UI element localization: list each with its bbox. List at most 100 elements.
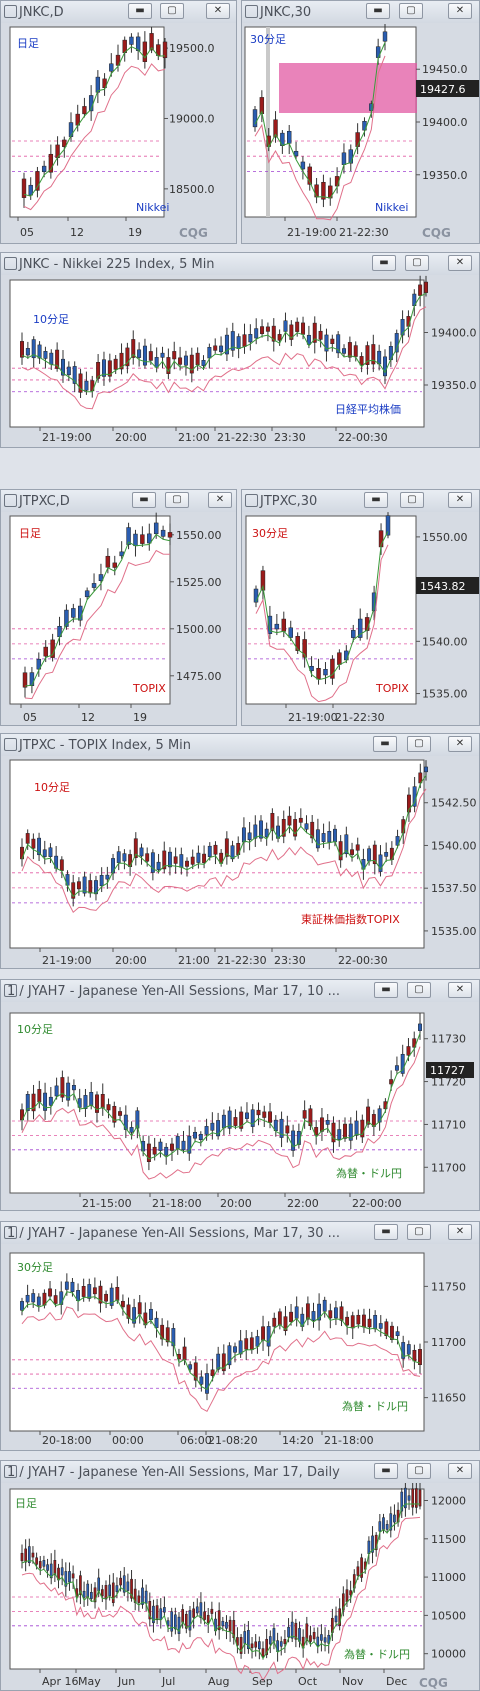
candle [341,152,347,165]
panel-title: 1 / JYAH7 - Japanese Yen-All Sessions, M… [7,984,341,999]
minimize-button[interactable]: ▬ [366,3,390,19]
close-button[interactable]: ✕ [448,255,472,271]
last-price: 1543.82 [420,580,466,593]
candle [68,122,74,137]
candle [149,33,154,51]
candle [155,1605,159,1621]
candle [22,672,28,688]
candle [172,351,177,360]
close-button[interactable]: ✕ [448,1224,472,1240]
candle [238,1340,243,1355]
y-tick-label: 19000.0 [169,112,215,125]
maximize-button[interactable]: ▢ [407,1463,431,1479]
maximize-button[interactable]: ▢ [407,982,431,998]
candle [324,334,329,352]
candle [365,345,370,365]
candle [118,1111,123,1116]
candle [384,1321,389,1336]
close-button[interactable]: ✕ [206,3,230,19]
maximize-button[interactable]: ▢ [165,492,189,508]
window-icon [4,494,17,507]
x-tick-label: 22-00:30 [338,431,388,444]
candle [213,345,218,351]
candle [289,1311,293,1323]
candle [31,1293,36,1303]
y-tick-label: 1475.00 [176,670,222,683]
close-button[interactable]: ✕ [448,3,472,19]
title-bar[interactable]: 1 / JYAH7 - Japanese Yen-All Sessions, M… [1,1461,479,1483]
candle [418,1349,422,1365]
candle [48,847,53,857]
candle [359,356,364,366]
source-label: 日経平均株価 [335,402,401,416]
title-bar[interactable]: JNKC,30 ▬ ▢ ✕ [242,1,479,23]
candle [210,1608,214,1614]
candle [281,618,287,632]
x-tick-label: 21-08:20 [208,1434,258,1447]
x-tick-label: 21-19:00 [287,226,337,239]
title-bar[interactable]: 1 / JYAH7 - Japanese Yen-All Sessions, M… [1,980,479,1002]
close-button[interactable]: ✕ [448,1463,472,1479]
minimize-button[interactable]: ▬ [364,492,388,508]
candle [25,1294,30,1303]
y-tick-label: 11700 [431,1336,466,1349]
maximize-button[interactable]: ▢ [405,255,429,271]
candle [206,1614,210,1623]
maximize-button[interactable]: ▢ [400,492,424,508]
chart: 19450.0 19400.0 19350.0 21-19:00 21-22:30 3… [244,24,479,240]
candle [171,1328,176,1347]
minimize-button[interactable]: ▬ [128,3,152,19]
candle [149,1308,153,1320]
candle [333,828,337,843]
title-bar[interactable]: JNKC - Nikkei 225 Index, 5 Min ▬ ▢ ✕ [1,253,479,275]
candle [239,1637,243,1654]
close-button[interactable]: ✕ [448,492,472,508]
candle [227,1345,232,1366]
minimize-icon: ▬ [379,257,389,268]
title-bar[interactable]: JTPXC,D ▬ ▢ ✕ [1,490,236,512]
chart: 19400.0 19350.0 21-19:00 20:00 21:00 21-22:3… [9,275,477,444]
minimize-button[interactable]: ▬ [372,255,396,271]
minimize-button[interactable]: ▬ [374,982,398,998]
maximize-button[interactable]: ▢ [407,1224,431,1240]
close-button[interactable]: ✕ [448,736,472,752]
candle [288,627,293,638]
candle [311,1311,316,1321]
x-tick-label: 22-00:30 [338,954,388,967]
maximize-button[interactable]: ▢ [399,3,423,19]
close-button[interactable]: ✕ [448,982,472,998]
minimize-button[interactable]: ▬ [132,492,156,508]
candle [90,1591,93,1599]
candle [357,618,363,638]
title-bar[interactable]: JTPXC - TOPIX Index, 5 Min ▬ ▢ ✕ [1,734,479,756]
minimize-button[interactable]: ▬ [373,736,397,752]
candle [350,1315,355,1329]
candle [323,669,328,676]
candle [59,859,64,871]
minimize-button[interactable]: ▬ [374,1463,398,1479]
chart: 19500.0 19000.0 18500.0 05 12 19 日足 Nikkei C… [9,26,215,240]
title-bar[interactable]: 1 / JYAH7 - Japanese Yen-All Sessions, M… [1,1222,479,1244]
minimize-icon: ▬ [139,494,149,505]
x-tick-label: Jul [161,1675,175,1688]
title-bar[interactable]: JTPXC,30 ▬ ▢ ✕ [242,490,479,512]
title-bar[interactable]: JNKC,D ▬ ▢ ✕ [1,1,236,23]
minimize-button[interactable]: ▬ [374,1224,398,1240]
x-tick-label: Nov [342,1675,364,1688]
candle [384,852,389,857]
y-axis: 1550.00 1525.00 1500.00 1475.00 [176,529,222,683]
x-tick-label: 21-19:00 [42,431,92,444]
candle [78,373,83,393]
candle [356,1314,361,1325]
candle [236,1637,239,1646]
maximize-button[interactable]: ▢ [160,3,184,19]
panel-title: JNKC,30 [260,5,312,20]
candle [123,1114,128,1130]
candle [327,831,332,843]
candle [221,1353,226,1372]
maximize-button[interactable]: ▢ [407,736,431,752]
x-tick-label: 20:00 [115,431,147,444]
candle [71,1573,75,1579]
candle [115,1287,120,1301]
close-button[interactable]: ✕ [208,492,232,508]
